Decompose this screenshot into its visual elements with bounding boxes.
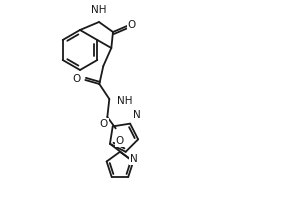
Text: O: O [72, 74, 80, 84]
Text: O: O [128, 20, 136, 30]
Text: O: O [100, 119, 108, 129]
Text: N: N [130, 154, 137, 164]
Text: N: N [133, 110, 141, 120]
Text: NH: NH [91, 5, 107, 15]
Text: NH: NH [117, 96, 133, 106]
Text: O: O [116, 136, 124, 146]
